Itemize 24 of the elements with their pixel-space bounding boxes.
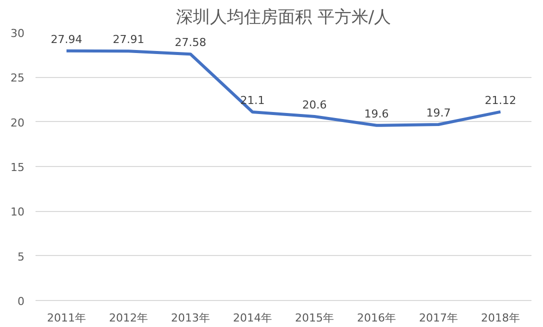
y-tick-label: 15 [10,161,25,174]
data-label: 21.12 [484,94,516,107]
y-tick-label: 25 [10,72,25,85]
x-tick-label: 2016年 [357,312,396,324]
data-label: 21.1 [240,94,265,108]
data-label: 27.94 [50,32,82,46]
x-tick-label: 2013年 [171,312,210,324]
y-tick-label: 0 [18,295,24,308]
y-tick-label: 20 [10,116,25,130]
y-tick-label: 30 [10,27,25,40]
x-tick-label: 2017年 [419,312,458,324]
data-label: 20.6 [302,98,327,112]
x-tick-label: 2011年 [47,312,86,324]
data-label: 27.91 [112,33,144,46]
chart-title: 深圳人均住房面积 平方米/人 [176,8,392,28]
x-tick-label: 2012年 [109,312,148,324]
x-tick-label: 2014年 [233,312,272,324]
y-tick-label: 5 [18,250,24,264]
data-label: 27.58 [174,36,206,50]
data-label: 19.7 [426,106,451,120]
y-tick-label: 10 [10,206,25,219]
x-tick-label: 2018年 [481,312,520,324]
x-tick-label: 2015年 [295,312,334,324]
data-label: 19.6 [364,107,389,120]
